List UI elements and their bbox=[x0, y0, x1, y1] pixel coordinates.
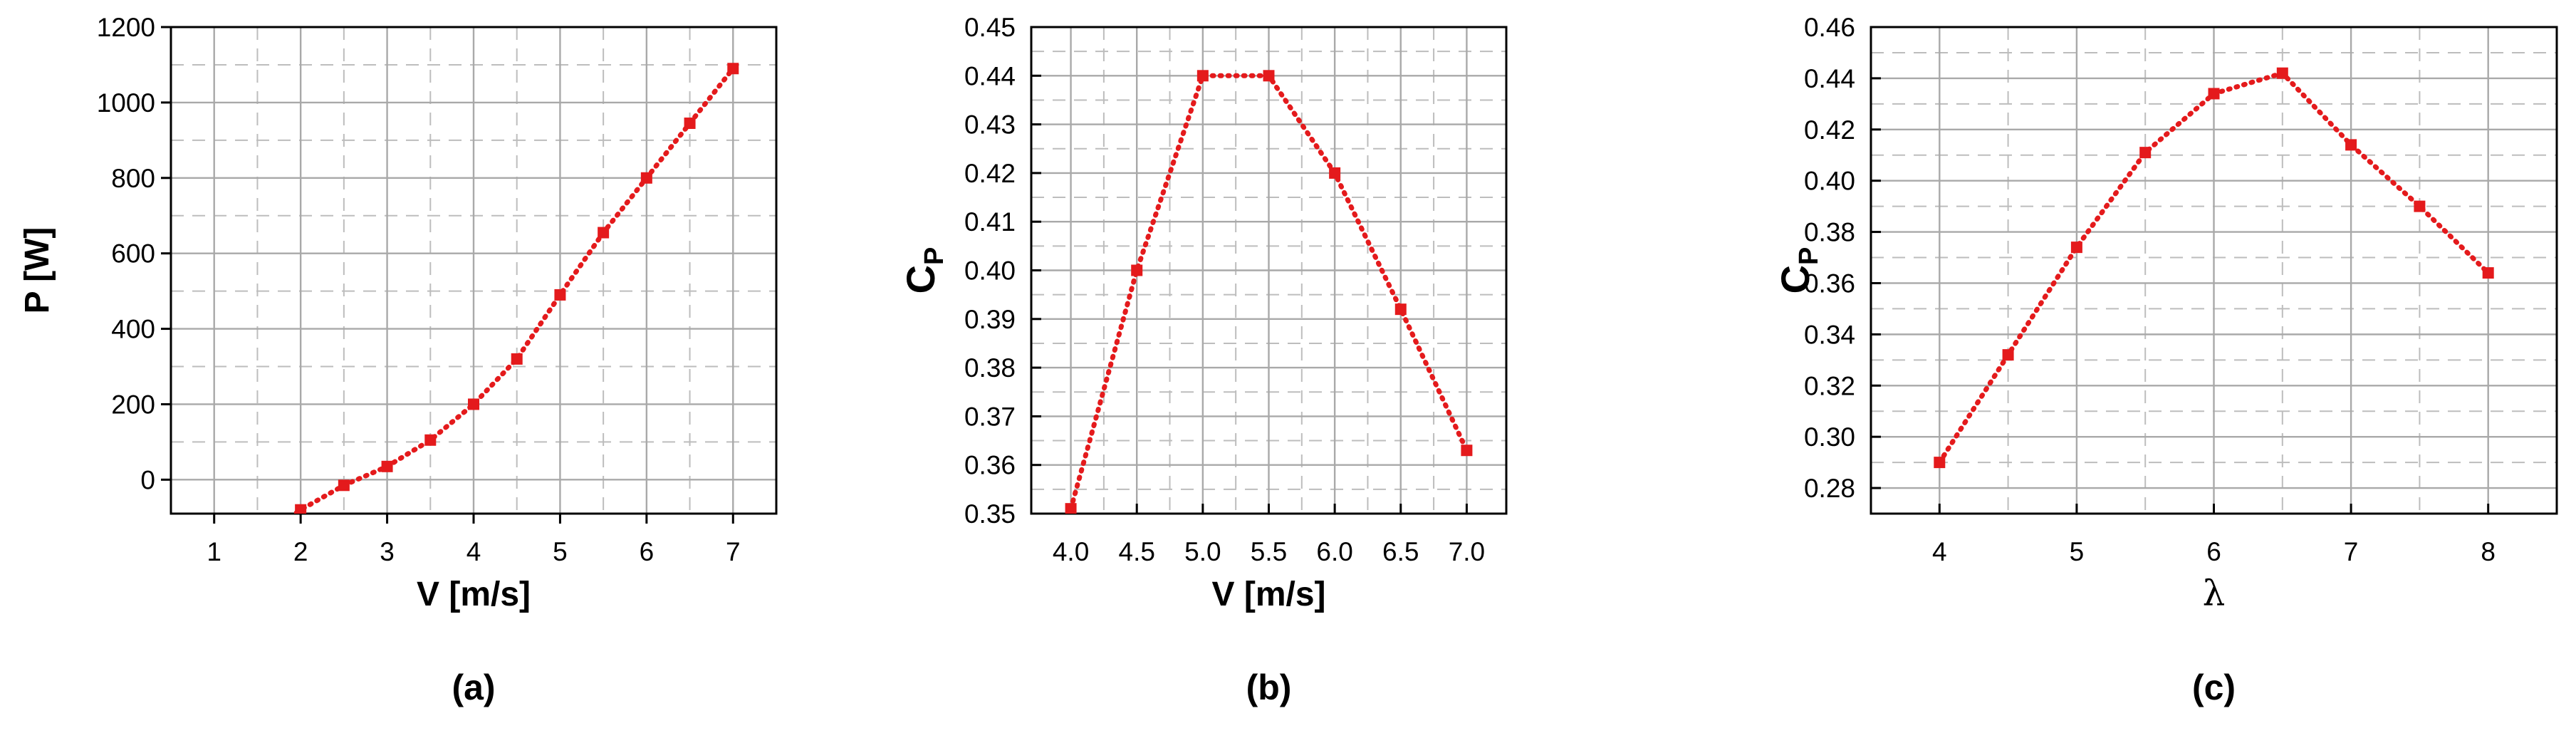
data-point-marker bbox=[338, 479, 350, 492]
y-tick-label: 0.42 bbox=[964, 159, 1016, 188]
x-tick-label: 2 bbox=[293, 537, 308, 566]
x-tick-label: 6 bbox=[640, 537, 655, 566]
y-tick-label: 1200 bbox=[97, 13, 155, 42]
x-tick-label: 7.0 bbox=[1449, 537, 1485, 566]
y-axis-title-main: C bbox=[1773, 265, 1818, 294]
data-point-marker bbox=[2414, 200, 2426, 212]
data-point-marker bbox=[278, 516, 289, 527]
data-point-marker bbox=[1329, 167, 1341, 179]
data-point-marker bbox=[2482, 267, 2494, 279]
data-point-marker bbox=[1065, 503, 1077, 514]
y-tick-label: 0.40 bbox=[1804, 167, 1855, 196]
data-point-marker bbox=[1461, 445, 1473, 457]
series-group bbox=[1065, 70, 1473, 514]
data-point-marker bbox=[424, 434, 437, 446]
x-tick-label: 4 bbox=[466, 537, 481, 566]
x-tick-label: 5.0 bbox=[1184, 537, 1221, 566]
data-point-marker bbox=[640, 172, 652, 184]
y-tick-label: 800 bbox=[111, 164, 155, 193]
y-tick-label: 400 bbox=[111, 315, 155, 344]
y-tick-label: 1000 bbox=[97, 88, 155, 118]
data-point-marker bbox=[381, 460, 393, 472]
series-group bbox=[278, 63, 739, 527]
y-tick-label: 0.44 bbox=[1804, 64, 1855, 93]
data-point-marker bbox=[554, 289, 566, 301]
y-tick-label: 0.46 bbox=[1804, 13, 1855, 42]
y-axis-title-subscript: P bbox=[919, 247, 949, 265]
y-tick-label: 0.42 bbox=[1804, 115, 1855, 145]
data-point-marker bbox=[2002, 349, 2014, 361]
y-tick-label: 0.32 bbox=[1804, 371, 1855, 400]
data-point-marker bbox=[2345, 139, 2357, 151]
y-tick-label: 0.40 bbox=[964, 256, 1016, 286]
y-axis-title: CP bbox=[898, 247, 949, 294]
y-axis-title-main: C bbox=[898, 265, 943, 294]
y-tick-label: 0.39 bbox=[964, 305, 1016, 334]
data-point-marker bbox=[1196, 70, 1209, 82]
panel-label: (a) bbox=[452, 668, 495, 707]
x-tick-label: 1 bbox=[207, 537, 221, 566]
panel-label: (c) bbox=[2192, 668, 2236, 707]
y-tick-label: 200 bbox=[111, 390, 155, 419]
y-tick-label: 0.43 bbox=[964, 110, 1016, 140]
x-tick-label: 7 bbox=[726, 537, 741, 566]
y-tick-label: 0.30 bbox=[1804, 422, 1855, 452]
x-axis-title: V [m/s] bbox=[1211, 576, 1325, 613]
y-tick-label: 0.28 bbox=[1804, 474, 1855, 503]
chart-panel-c: 4 5 6 7 8 0.28 0.30 0.32 0.34 0.36 0.38 0.40 0.42 0.4… bbox=[1773, 13, 2558, 707]
data-point-marker bbox=[598, 227, 610, 239]
data-point-marker bbox=[511, 353, 523, 365]
y-tick-label: 600 bbox=[111, 239, 155, 269]
y-tick-label: 0.36 bbox=[1804, 269, 1855, 298]
data-point-marker bbox=[727, 63, 739, 75]
x-tick-label: 8 bbox=[2481, 537, 2496, 566]
series-group bbox=[1934, 67, 2494, 469]
x-axis-title: V [m/s] bbox=[417, 576, 531, 613]
series-line bbox=[290, 66, 736, 514]
y-axis-title: CP bbox=[1773, 247, 1824, 294]
data-point-marker bbox=[468, 398, 479, 410]
chart-panel-b: 4.0 4.5 5.0 5.5 6.0 6.5 7.0 0.35 0.36 0.37 0.38 0.3… bbox=[898, 13, 1508, 707]
y-tick-label: 0.34 bbox=[1804, 320, 1855, 349]
data-point-marker bbox=[1394, 303, 1407, 316]
y-tick-label: 0.41 bbox=[964, 207, 1016, 237]
data-point-marker bbox=[2139, 147, 2152, 159]
y-axis-title: P [W] bbox=[19, 227, 56, 314]
y-tick-label: 0 bbox=[140, 465, 155, 494]
x-tick-label: 6.5 bbox=[1382, 537, 1419, 566]
y-tick-label: 0.35 bbox=[964, 499, 1016, 529]
y-tick-label: 0.38 bbox=[1804, 218, 1855, 247]
data-point-marker bbox=[1934, 457, 1946, 469]
x-tick-label: 4.0 bbox=[1053, 537, 1089, 566]
x-tick-label: 4 bbox=[1932, 537, 1947, 566]
y-axis-title-subscript: P bbox=[1794, 247, 1824, 265]
y-tick-label: 0.37 bbox=[964, 402, 1016, 431]
data-point-marker bbox=[1131, 264, 1143, 276]
data-point-marker bbox=[2208, 88, 2220, 100]
x-tick-label: 5 bbox=[553, 537, 568, 566]
y-tick-label: 0.44 bbox=[964, 61, 1016, 90]
data-point-marker bbox=[295, 504, 307, 514]
x-tick-label: 6 bbox=[2206, 537, 2221, 566]
x-axis-title: λ bbox=[2203, 573, 2226, 614]
data-point-marker bbox=[1263, 70, 1275, 82]
x-tick-label: 4.5 bbox=[1119, 537, 1155, 566]
data-point-marker bbox=[2070, 241, 2082, 254]
y-tick-label: 0.36 bbox=[964, 451, 1016, 480]
chart-panel-a: 1 2 3 4 5 6 7 0 200 400 600 800 1000 1200 V [m/s] P [W]… bbox=[19, 13, 778, 707]
x-tick-label: 5 bbox=[2070, 537, 2085, 566]
x-tick-label: 5.5 bbox=[1251, 537, 1287, 566]
data-point-marker bbox=[684, 118, 696, 130]
x-tick-label: 7 bbox=[2344, 537, 2359, 566]
y-tick-label: 0.45 bbox=[964, 13, 1016, 42]
y-tick-label: 0.38 bbox=[964, 353, 1016, 383]
panel-label: (b) bbox=[1246, 668, 1292, 707]
x-tick-label: 6.0 bbox=[1316, 537, 1352, 566]
data-point-marker bbox=[2276, 67, 2288, 79]
x-tick-label: 3 bbox=[380, 537, 395, 566]
